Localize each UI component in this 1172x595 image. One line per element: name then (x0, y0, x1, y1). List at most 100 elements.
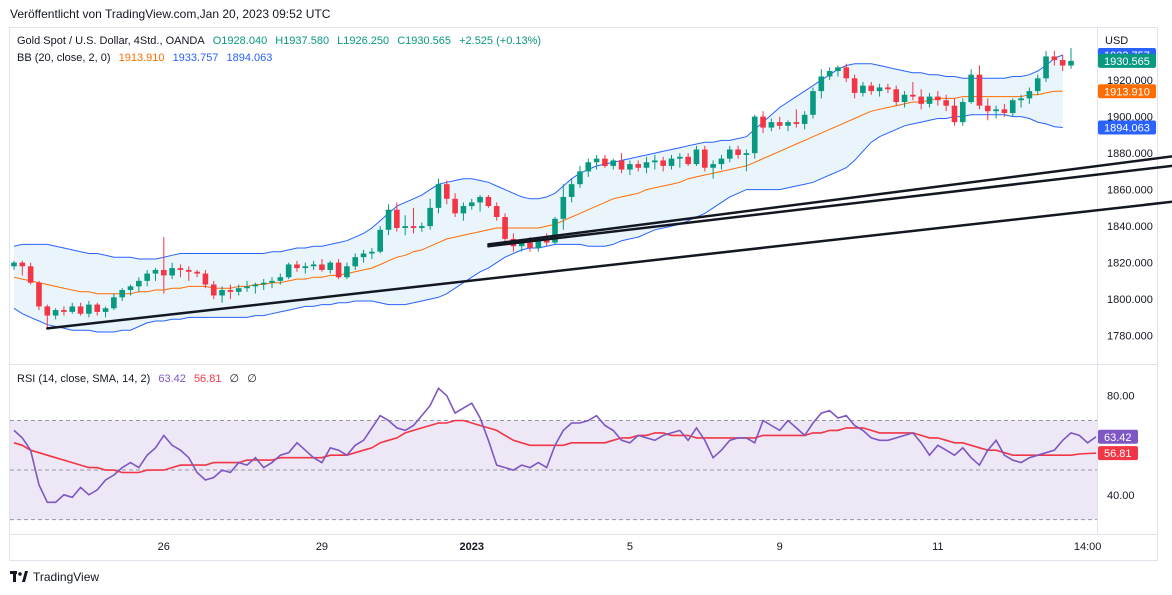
candle-body (635, 164, 642, 168)
candle-body (169, 268, 175, 276)
candle-body (1001, 109, 1008, 113)
candle-body (477, 196, 483, 203)
candle-body (327, 262, 334, 270)
candle-body (984, 105, 991, 112)
candle-body (319, 264, 325, 270)
candle-body (835, 67, 841, 72)
bb-fill (14, 55, 1063, 332)
candle-body (11, 262, 17, 267)
rsi-value-tag (1098, 429, 1138, 444)
candle-body (1051, 56, 1058, 61)
tradingview-brand: TradingView (33, 570, 100, 584)
rsi-value-tag-label: 56.81 (1104, 448, 1132, 460)
candle-body (335, 262, 342, 278)
candle-body (602, 158, 608, 166)
symbol-title[interactable]: Gold Spot / U.S. Dollar, 4Std., OANDA (17, 35, 205, 47)
rsi-hidden-icon-2[interactable]: ∅ (247, 373, 257, 385)
time-tick-label: 11 (932, 541, 943, 553)
candle-body (860, 85, 866, 93)
tradingview-footer[interactable]: TradingView (10, 570, 99, 584)
price-tick-label: 1840.000 (1107, 221, 1153, 233)
time-tick-label: 29 (316, 541, 328, 553)
ohlc-low: L1926.250 (337, 35, 390, 47)
candle-body (302, 266, 309, 269)
price-tag-label: 1930.565 (1104, 56, 1150, 68)
rsi-value-tag (1098, 446, 1138, 461)
ohlc-close: C1930.565 (397, 35, 452, 47)
bb-upper-line (13, 54, 1063, 260)
candle-body (452, 198, 458, 214)
candle-body (793, 122, 800, 124)
candle-body (277, 277, 284, 281)
price-tick-label: 1780.000 (1107, 331, 1153, 343)
candle-body (119, 290, 125, 298)
time-tick-label: 26 (158, 541, 170, 553)
candle-body (385, 209, 392, 230)
candle-body (801, 114, 808, 124)
time-tick-label: 2023 (460, 541, 484, 553)
candle-body (252, 284, 259, 287)
candle-body (294, 264, 300, 269)
tradingview-logo-icon (10, 571, 28, 582)
candle-body (269, 280, 275, 283)
candle-body (652, 160, 658, 163)
candle-body (743, 153, 750, 155)
candle-body (443, 184, 450, 199)
candle-body (493, 206, 500, 218)
rsi-hidden-icon-1[interactable]: ∅ (229, 373, 240, 385)
candle-body (968, 74, 974, 103)
candle-body (219, 290, 225, 296)
candle-body (726, 149, 733, 159)
ohlc-high: H1937.580 (275, 35, 330, 47)
rsi-label[interactable]: RSI (14, close, SMA, 14, 2) (17, 373, 151, 385)
candle-body (61, 310, 67, 312)
candle-body (568, 184, 575, 197)
bb-basis-value: 1913.910 (118, 52, 165, 64)
rsi-value-tag-label: 63.42 (1104, 432, 1132, 444)
candle-body (310, 264, 317, 267)
candle-body (760, 116, 766, 128)
candle-body (394, 209, 400, 228)
candle-body (1043, 56, 1049, 79)
candle-body (69, 306, 76, 312)
candle-body (468, 202, 475, 207)
candle-body (643, 162, 650, 168)
price-tag-label: 1913.910 (1104, 86, 1150, 98)
candle-body (419, 226, 425, 228)
candle-body (535, 238, 542, 249)
candle-body (518, 242, 525, 247)
candle-body (851, 78, 858, 93)
price-tag (1098, 53, 1156, 68)
candle-body (677, 156, 683, 159)
candle-body (52, 310, 59, 316)
candle-body (244, 286, 250, 289)
candle-body (893, 89, 900, 103)
time-tick-label: 9 (777, 541, 783, 553)
candle-body (44, 306, 51, 316)
candle-body (185, 269, 192, 272)
candle-body (86, 304, 92, 314)
rsi-tick-label: 80.00 (1107, 391, 1135, 403)
candle-body (19, 262, 26, 267)
candle-body (876, 87, 883, 92)
trendline (46, 200, 1172, 330)
candle-body (543, 238, 550, 243)
candle-body (502, 217, 508, 239)
candle-body (710, 164, 716, 168)
rsi-tick-label: 40.00 (1107, 490, 1135, 502)
candle-body (610, 160, 617, 166)
candle-body (593, 158, 600, 163)
candle-body (735, 149, 741, 155)
price-tick-label: 1820.000 (1107, 258, 1153, 270)
candle-body (785, 122, 791, 126)
candle-body (751, 116, 758, 154)
bb-label[interactable]: BB (20, close, 2, 0) (17, 52, 111, 64)
candle-body (161, 269, 167, 276)
candle-body (843, 67, 850, 79)
candle-body (260, 282, 267, 285)
candle-body (144, 273, 150, 281)
ohlc-open: O1928.040 (212, 35, 268, 47)
rsi-line (13, 386, 1097, 504)
rsi-value: 63.42 (158, 373, 186, 385)
